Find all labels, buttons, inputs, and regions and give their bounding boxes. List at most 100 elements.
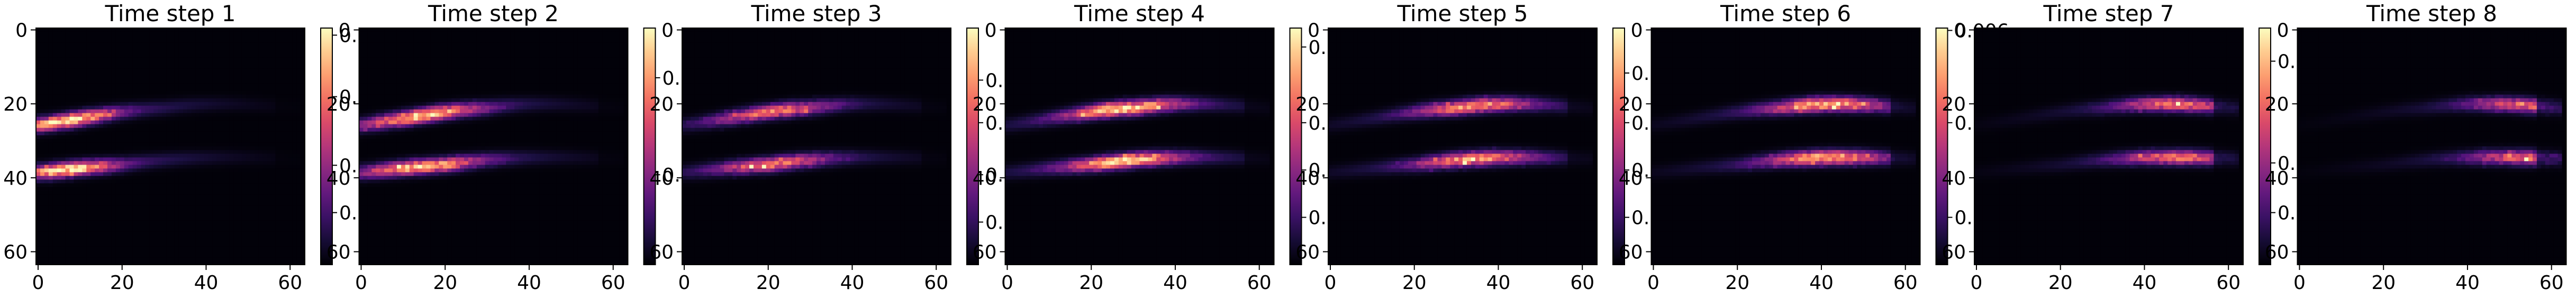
heatmap-cell [196,84,201,88]
heatmap-cell [229,73,234,77]
heatmap-cell [36,76,41,80]
heatmap-cell [196,73,201,77]
heatmap-cell [95,47,99,51]
heatmap-cell [70,58,75,62]
heatmap-cell [208,35,213,40]
heatmap-cell [61,73,66,77]
heatmap-cell [225,28,230,32]
heatmap-cell [271,32,276,36]
heatmap-cell [40,28,45,32]
heatmap-cell [183,35,188,40]
heatmap-cell [288,65,293,69]
heatmap-cell [116,69,121,73]
heatmap-cell [170,73,175,77]
heatmap-cell [74,54,78,58]
heatmap-cell [74,73,78,77]
heatmap-cell [145,61,150,66]
heatmap-cell [162,84,167,88]
heatmap-cell [242,69,247,73]
heatmap-cell [242,73,247,77]
heatmap-cell [40,32,45,36]
heatmap-cell [70,76,75,80]
heatmap-cell [175,28,179,32]
heatmap-cell [53,76,58,80]
heatmap-cell [200,69,205,73]
heatmap-cell [267,54,272,58]
heatmap-cell [200,32,205,36]
heatmap-cell [90,47,95,51]
heatmap-cell [57,65,62,69]
heatmap-cell [187,54,192,58]
heatmap-cell [250,76,255,80]
heatmap-cell [187,43,192,47]
heatmap-cell [212,50,217,55]
heatmap-cell [133,39,138,43]
heatmap-cell [90,65,95,69]
heatmap-cell [149,65,154,69]
heatmap-cell [158,84,162,88]
heatmap-cell [263,35,268,40]
heatmap-cell [216,73,221,77]
heatmap-cell [200,80,205,84]
heatmap-cell [120,47,125,51]
heatmap-cell [200,76,205,80]
heatmap-cell [284,69,288,73]
heatmap-cell [296,76,301,80]
heatmap-cell [44,54,49,58]
heatmap-cell [250,58,255,62]
heatmap-cell [292,73,297,77]
heatmap-cell [183,54,188,58]
heatmap-cell [225,35,230,40]
heatmap-cell [179,58,184,62]
heatmap-cell [133,76,138,80]
heatmap-cell [133,61,138,66]
heatmap-cell [116,65,121,69]
heatmap-cell [263,54,268,58]
heatmap-cell [208,58,213,62]
heatmap-cell [129,61,133,66]
heatmap-cell [137,50,142,55]
heatmap-cell [288,47,293,51]
heatmap-cell [70,65,75,69]
heatmap-cell [200,65,205,69]
heatmap-cell [40,58,45,62]
heatmap-cell [49,65,53,69]
heatmap-cell [53,32,58,36]
heatmap-cell [86,58,91,62]
heatmap-cell [82,39,87,43]
heatmap-cell [196,47,201,51]
heatmap-cell [279,43,284,47]
heatmap-cell [292,61,297,66]
heatmap-cell [170,32,175,36]
heatmap-cell [74,47,78,51]
heatmap-cell [267,32,272,36]
heatmap-cell [187,50,192,55]
heatmap-cell [183,73,188,77]
heatmap-cell [275,47,280,51]
heatmap-cell [170,84,175,88]
heatmap-cell [103,54,108,58]
heatmap-cell [145,84,150,88]
heatmap-cell [170,28,175,32]
heatmap-cell [170,76,175,80]
heatmap-cell [137,32,142,36]
heatmap-cell [49,69,53,73]
heatmap-cell [183,58,188,62]
heatmap-cell [36,39,41,43]
heatmap-cell [153,35,158,40]
heatmap-cell [192,43,196,47]
heatmap-cell [141,84,146,88]
heatmap-cell [70,61,75,66]
heatmap-cell [153,73,158,77]
heatmap-cell [221,54,225,58]
heatmap-cell [162,58,167,62]
heatmap-cell [112,32,116,36]
heatmap-cell [133,73,138,77]
heatmap-cell [158,61,162,66]
heatmap-cell [107,32,112,36]
heatmap-cell [187,73,192,77]
heatmap-cell [95,69,99,73]
heatmap-cell [162,39,167,43]
heatmap-cell [95,43,99,47]
heatmap-cell [57,80,62,84]
